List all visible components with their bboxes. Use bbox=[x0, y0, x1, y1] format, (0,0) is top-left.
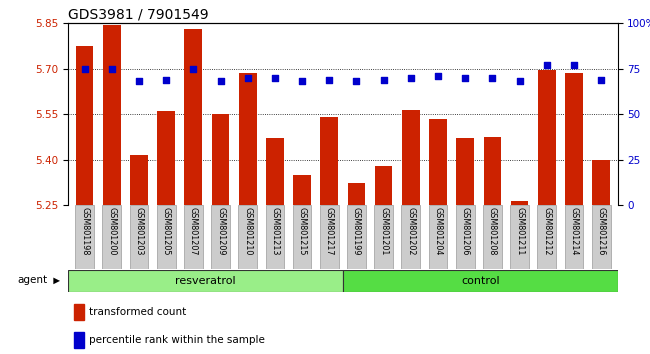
Bar bbox=[429, 119, 447, 205]
Bar bbox=[73, 332, 84, 348]
Point bbox=[488, 75, 498, 80]
Bar bbox=[320, 117, 338, 205]
Bar bbox=[592, 160, 610, 205]
Bar bbox=[75, 205, 94, 269]
Bar bbox=[375, 166, 393, 205]
Point bbox=[297, 79, 307, 84]
Bar bbox=[157, 205, 176, 269]
Point bbox=[460, 75, 471, 80]
Bar bbox=[374, 205, 393, 269]
Text: GSM801204: GSM801204 bbox=[434, 207, 443, 256]
Point bbox=[188, 66, 198, 72]
Bar bbox=[293, 175, 311, 205]
Point bbox=[270, 75, 280, 80]
Point bbox=[215, 79, 226, 84]
Bar bbox=[402, 110, 420, 205]
Point bbox=[324, 77, 335, 82]
Bar bbox=[538, 70, 556, 205]
Bar bbox=[592, 205, 610, 269]
Bar bbox=[428, 205, 447, 269]
Bar bbox=[102, 205, 121, 269]
Bar bbox=[565, 73, 583, 205]
Text: GSM801216: GSM801216 bbox=[597, 207, 606, 256]
Bar bbox=[320, 205, 339, 269]
Text: GSM801203: GSM801203 bbox=[135, 207, 144, 256]
Bar bbox=[456, 205, 474, 269]
Text: GSM801206: GSM801206 bbox=[461, 207, 470, 256]
Text: GSM801214: GSM801214 bbox=[569, 207, 578, 256]
Point bbox=[242, 75, 253, 80]
Bar bbox=[292, 205, 311, 269]
Bar bbox=[129, 205, 148, 269]
Bar bbox=[565, 205, 584, 269]
Text: control: control bbox=[461, 276, 499, 286]
Bar bbox=[348, 183, 365, 205]
Point bbox=[134, 79, 144, 84]
Text: GSM801208: GSM801208 bbox=[488, 207, 497, 256]
Text: GSM801198: GSM801198 bbox=[80, 207, 89, 256]
Bar bbox=[266, 138, 284, 205]
Bar bbox=[456, 138, 474, 205]
Bar bbox=[76, 46, 94, 205]
Text: GSM801205: GSM801205 bbox=[162, 207, 171, 256]
Point bbox=[433, 73, 443, 79]
Point bbox=[161, 77, 172, 82]
Bar bbox=[511, 201, 528, 205]
Bar bbox=[347, 205, 366, 269]
Bar bbox=[265, 205, 284, 269]
Text: resveratrol: resveratrol bbox=[176, 276, 236, 286]
Text: GSM801201: GSM801201 bbox=[379, 207, 388, 256]
Text: GSM801202: GSM801202 bbox=[406, 207, 415, 256]
Text: GSM801199: GSM801199 bbox=[352, 207, 361, 256]
Text: GSM801211: GSM801211 bbox=[515, 207, 524, 256]
Bar bbox=[402, 205, 421, 269]
Bar bbox=[538, 205, 556, 269]
Bar bbox=[510, 205, 529, 269]
Text: GSM801210: GSM801210 bbox=[243, 207, 252, 256]
Bar bbox=[130, 155, 148, 205]
Text: GDS3981 / 7901549: GDS3981 / 7901549 bbox=[68, 8, 209, 22]
Point bbox=[541, 62, 552, 68]
Bar bbox=[157, 111, 175, 205]
Bar bbox=[185, 29, 202, 205]
Text: percentile rank within the sample: percentile rank within the sample bbox=[89, 335, 265, 345]
Text: GSM801212: GSM801212 bbox=[542, 207, 551, 256]
Point bbox=[406, 75, 416, 80]
Text: GSM801215: GSM801215 bbox=[298, 207, 307, 256]
Point bbox=[569, 62, 579, 68]
Bar bbox=[483, 205, 502, 269]
Bar bbox=[343, 270, 618, 292]
Text: GSM801217: GSM801217 bbox=[325, 207, 334, 256]
Point bbox=[351, 79, 361, 84]
Bar bbox=[211, 205, 230, 269]
Bar bbox=[103, 24, 121, 205]
Text: transformed count: transformed count bbox=[89, 307, 187, 317]
Point bbox=[79, 66, 90, 72]
Point bbox=[514, 79, 525, 84]
Text: agent: agent bbox=[17, 275, 47, 285]
Bar bbox=[239, 73, 257, 205]
Bar bbox=[212, 114, 229, 205]
Point bbox=[378, 77, 389, 82]
Text: GSM801213: GSM801213 bbox=[270, 207, 280, 256]
Bar bbox=[484, 137, 501, 205]
Bar bbox=[239, 205, 257, 269]
Text: GSM801209: GSM801209 bbox=[216, 207, 225, 256]
Text: GSM801200: GSM801200 bbox=[107, 207, 116, 256]
Point bbox=[596, 77, 606, 82]
Bar bbox=[73, 304, 84, 320]
Point bbox=[107, 66, 117, 72]
Bar bbox=[68, 270, 343, 292]
Bar bbox=[184, 205, 203, 269]
Text: GSM801207: GSM801207 bbox=[189, 207, 198, 256]
